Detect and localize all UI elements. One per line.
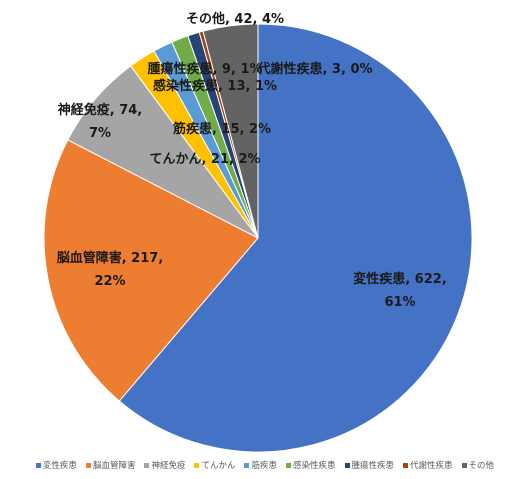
legend-label: 脳血管障害 <box>92 461 136 471</box>
legend-swatch <box>144 462 150 468</box>
chart-legend: 変性疾患 脳血管障害 神経免疫 てんかん 筋疾患 感染性疾患 腫瘍性疾患 代謝性疾患 その他 <box>0 459 530 471</box>
legend-label: 腫瘍性疾患 <box>351 461 395 471</box>
data-label: 筋疾患, 15, 2% <box>172 121 271 137</box>
legend-item: 代謝性疾患 <box>403 459 453 471</box>
legend-label: 代謝性疾患 <box>410 461 453 471</box>
legend-item: 変性疾患 <box>35 459 77 471</box>
legend-swatch <box>344 462 350 468</box>
legend-item: 神経免疫 <box>144 459 185 471</box>
data-label: その他, 42, 4% <box>186 11 284 27</box>
legend-label: その他 <box>468 461 495 471</box>
data-label: てんかん, 21, 2% <box>149 152 260 167</box>
pie-slice <box>43 139 259 402</box>
legend-item: てんかん <box>194 459 235 471</box>
legend-item: 感染性疾患 <box>286 459 336 471</box>
legend-item: 筋疾患 <box>244 459 277 471</box>
pie-slice <box>67 65 259 239</box>
data-label: 脳血管障害, 217, 22% <box>57 250 164 289</box>
data-label: 感染性疾患, 13, 1% <box>153 78 277 94</box>
legend-item: 脳血管障害 <box>85 459 136 471</box>
legend-item: その他 <box>461 459 495 471</box>
legend-label: 筋疾患 <box>251 461 277 471</box>
legend-swatch <box>35 462 41 468</box>
legend-swatch <box>244 462 250 468</box>
data-label: 腫瘍性疾患, 9, 1% <box>147 61 262 77</box>
data-label: 変性疾患, 622, 61% <box>353 271 447 310</box>
legend-swatch <box>85 462 91 468</box>
legend-swatch <box>194 462 200 468</box>
legend-label: 変性疾患 <box>42 461 77 471</box>
legend-swatch <box>461 462 467 468</box>
legend-label: てんかん <box>201 461 236 471</box>
legend-item: 腫瘍性疾患 <box>344 459 395 471</box>
pie-slice <box>118 23 473 453</box>
legend-label: 感染性疾患 <box>293 461 336 471</box>
legend-swatch <box>286 462 291 468</box>
data-label: 代謝性疾患, 3, 0% <box>256 61 372 77</box>
pie-slice <box>202 23 259 239</box>
legend-label: 神経免疫 <box>151 461 186 471</box>
data-label: 神経免疫, 74, 7% <box>58 102 143 141</box>
legend-swatch <box>403 462 409 468</box>
